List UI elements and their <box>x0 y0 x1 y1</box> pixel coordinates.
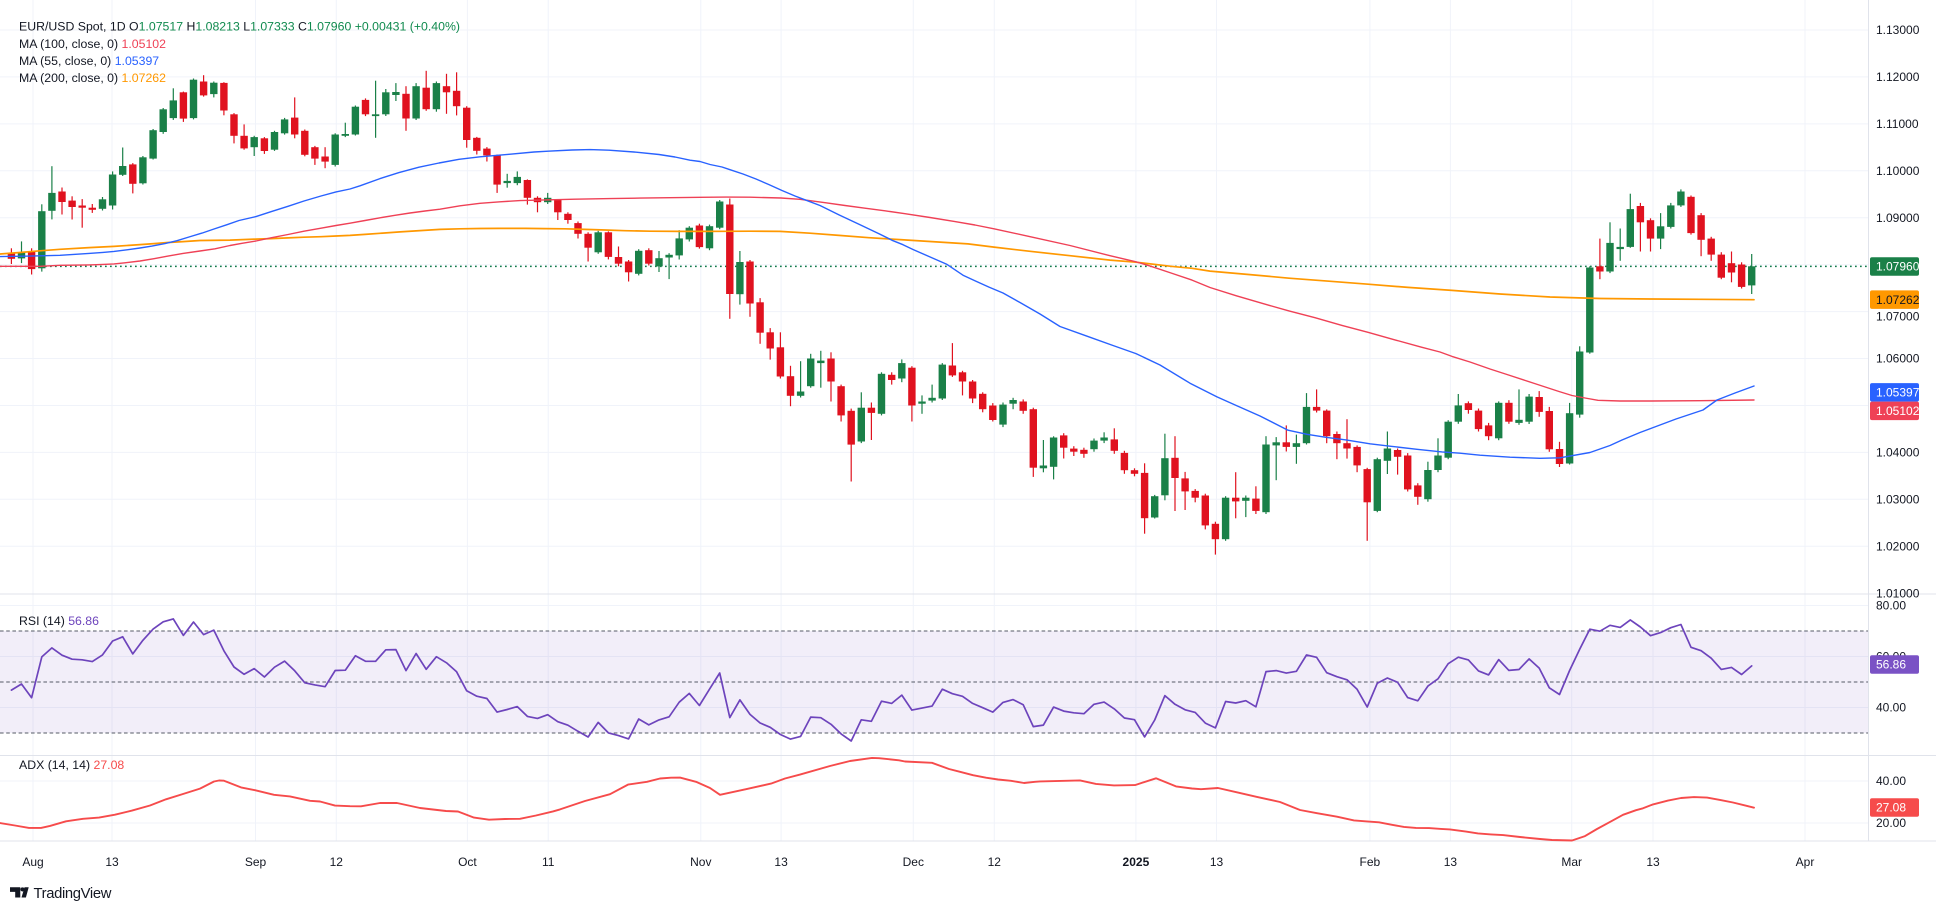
svg-text:1.13000: 1.13000 <box>1876 23 1920 37</box>
svg-text:1.07000: 1.07000 <box>1876 310 1920 324</box>
svg-text:40.00: 40.00 <box>1876 774 1906 788</box>
svg-text:MA (200, close, 0) 1.07262: MA (200, close, 0) 1.07262 <box>19 71 166 85</box>
svg-text:RSI (14) 56.86: RSI (14) 56.86 <box>19 614 99 628</box>
svg-text:1.10000: 1.10000 <box>1876 164 1920 178</box>
svg-text:13: 13 <box>1210 855 1224 869</box>
svg-text:13: 13 <box>774 855 788 869</box>
svg-text:Feb: Feb <box>1360 855 1381 869</box>
svg-text:13: 13 <box>1444 855 1458 869</box>
svg-text:56.86: 56.86 <box>1876 658 1906 672</box>
svg-text:1.07262: 1.07262 <box>1876 293 1920 307</box>
svg-text:Oct: Oct <box>458 855 477 869</box>
svg-text:12: 12 <box>330 855 344 869</box>
svg-text:1.12000: 1.12000 <box>1876 70 1920 84</box>
svg-text:1.07960: 1.07960 <box>1876 260 1920 274</box>
svg-text:1.05397: 1.05397 <box>1876 386 1920 400</box>
svg-text:1.01000: 1.01000 <box>1876 586 1920 600</box>
svg-text:1.09000: 1.09000 <box>1876 211 1920 225</box>
svg-text:1.02000: 1.02000 <box>1876 540 1920 554</box>
svg-text:MA (55, close, 0) 1.05397: MA (55, close, 0) 1.05397 <box>19 54 159 68</box>
svg-text:12: 12 <box>988 855 1002 869</box>
svg-text:11: 11 <box>542 855 555 869</box>
svg-text:Aug: Aug <box>22 855 43 869</box>
svg-text:Sep: Sep <box>245 855 267 869</box>
svg-text:Dec: Dec <box>903 855 924 869</box>
svg-text:Nov: Nov <box>690 855 711 869</box>
svg-text:13: 13 <box>105 855 119 869</box>
svg-text:27.08: 27.08 <box>1876 801 1906 815</box>
svg-text:1.04000: 1.04000 <box>1876 446 1920 460</box>
svg-text:1.11000: 1.11000 <box>1876 117 1919 131</box>
svg-text:1.03000: 1.03000 <box>1876 493 1920 507</box>
svg-text:1.05102: 1.05102 <box>1876 404 1920 418</box>
svg-text:80.00: 80.00 <box>1876 599 1906 613</box>
svg-text:TradingView: TradingView <box>34 886 112 902</box>
svg-text:Mar: Mar <box>1561 855 1582 869</box>
svg-text:13: 13 <box>1646 855 1660 869</box>
svg-text:20.00: 20.00 <box>1876 816 1906 830</box>
svg-text:MA (100, close, 0) 1.05102: MA (100, close, 0) 1.05102 <box>19 37 166 51</box>
svg-text:2025: 2025 <box>1123 855 1150 869</box>
svg-text:40.00: 40.00 <box>1876 701 1906 715</box>
svg-text:EUR/USD Spot, 1D O1.07517 H1: EUR/USD Spot, 1D O1.07517 H1.08213 L1.07… <box>19 20 460 34</box>
svg-text:1.06000: 1.06000 <box>1876 352 1920 366</box>
svg-text:ADX (14, 14) 27.08: ADX (14, 14) 27.08 <box>19 758 124 772</box>
svg-text:Apr: Apr <box>1796 855 1815 869</box>
